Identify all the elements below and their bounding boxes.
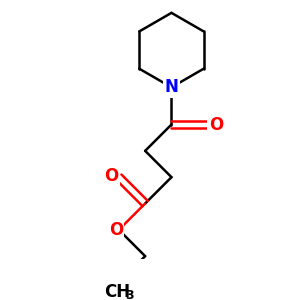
Text: O: O [209,116,223,134]
Text: CH: CH [104,284,130,300]
Text: 3: 3 [125,290,134,300]
Text: O: O [109,221,123,239]
Text: N: N [164,78,178,96]
Text: O: O [104,167,119,185]
